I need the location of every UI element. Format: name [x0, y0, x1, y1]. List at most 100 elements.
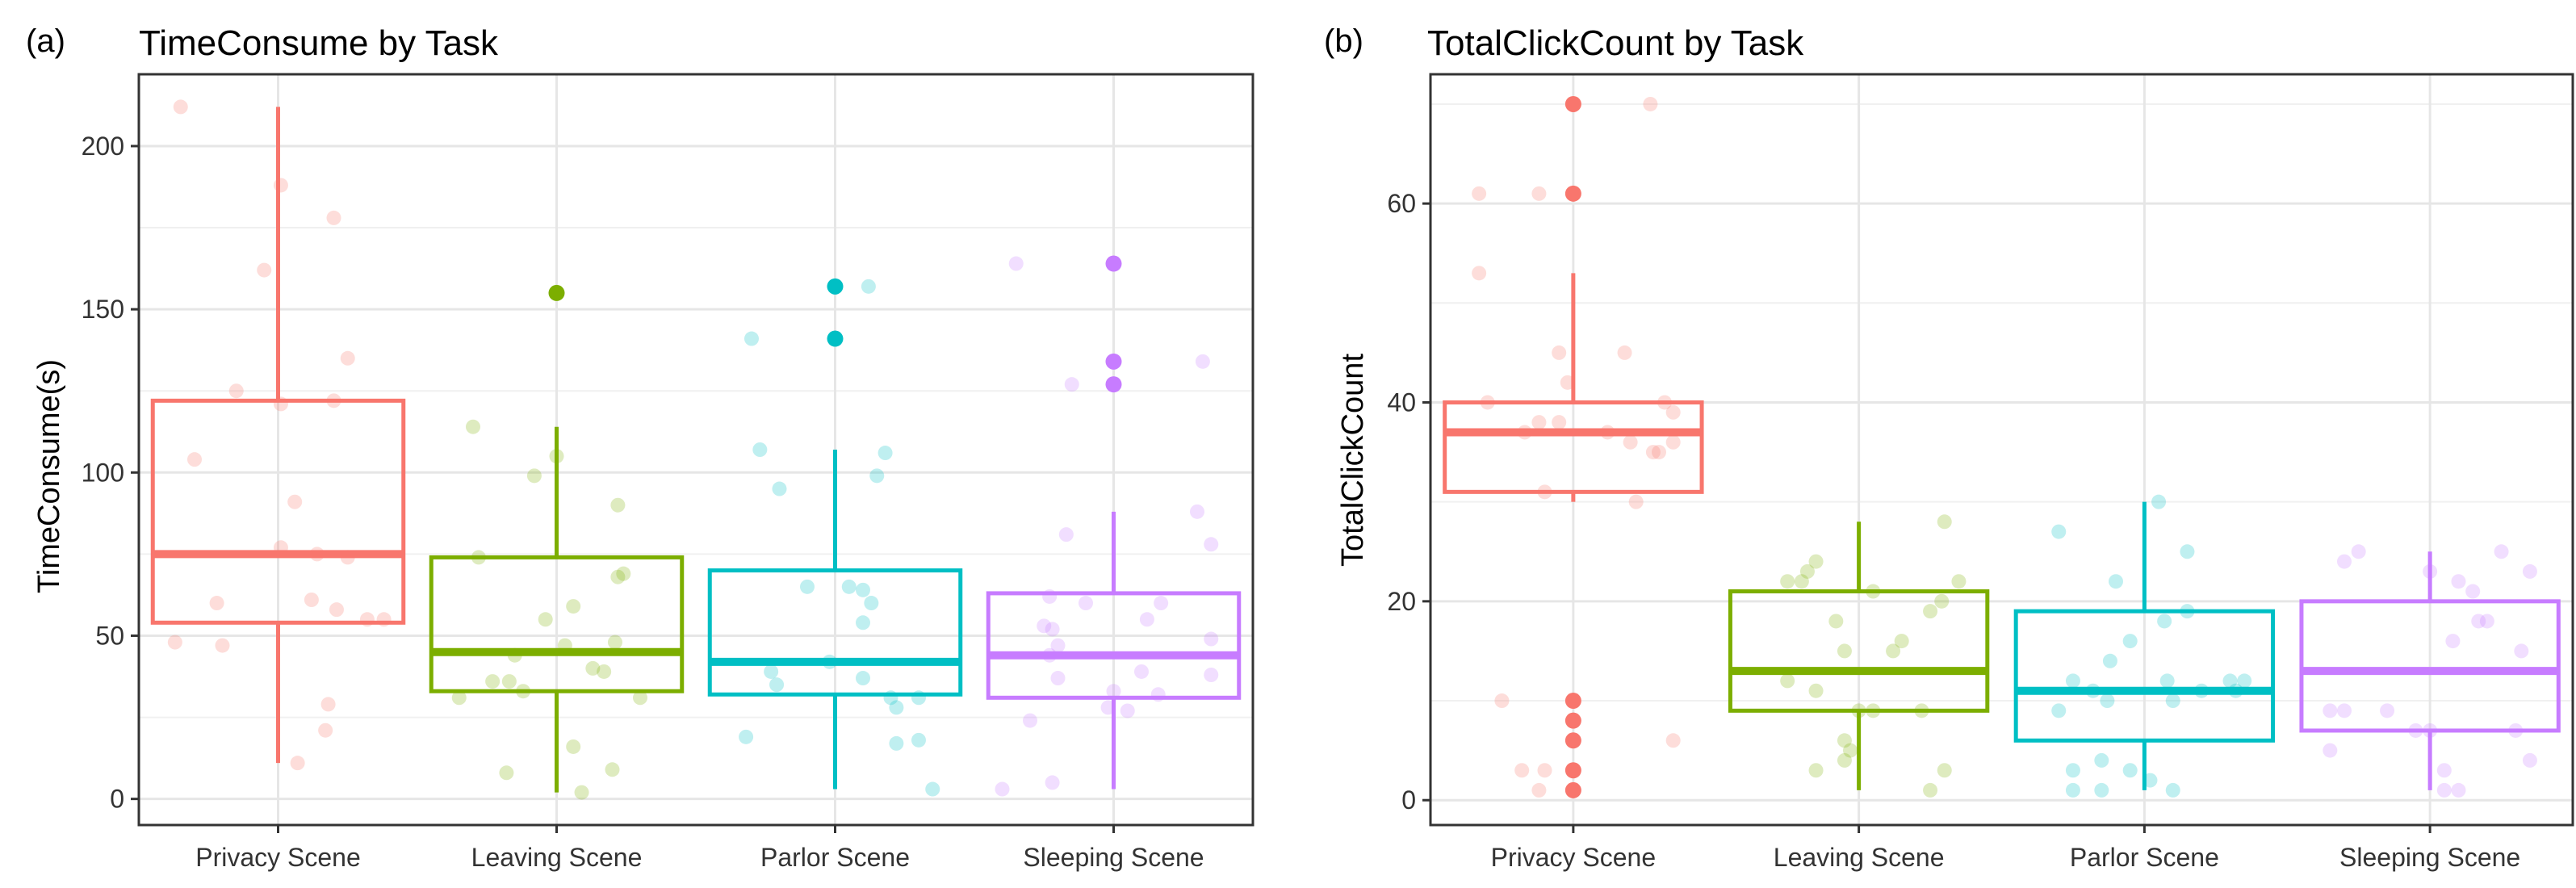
panel-a-jitter-point: [1079, 596, 1093, 611]
panel-b-outlier: [1564, 185, 1581, 202]
panel-a-tag: (a): [26, 23, 65, 59]
panel-b-outlier: [1564, 762, 1581, 779]
panel-a-jitter-point: [1120, 703, 1135, 718]
panel-b-panel-border: [1429, 73, 2574, 827]
panel-b-jitter-point: [1937, 763, 1952, 778]
panel-b-box: [2299, 599, 2561, 733]
panel-a-outlier: [1105, 255, 1122, 272]
panel-b-y-axis-label: TotalClickCount: [1336, 354, 1370, 567]
panel-a-jitter-point: [610, 569, 626, 584]
panel-b-jitter-point: [2180, 544, 2195, 559]
panel-b-jitter-point: [2065, 763, 2080, 778]
panel-b-jitter-point: [2165, 693, 2180, 709]
panel-b-jitter-point: [1514, 763, 1530, 778]
panel-b-jitter-point: [2522, 752, 2537, 768]
panel-a-jitter-point: [607, 635, 622, 650]
panel-a-jitter-point: [340, 350, 355, 366]
panel-b-outlier: [1564, 95, 1581, 112]
panel-a-y-tick-label: 50: [95, 621, 124, 650]
panel-b-x-tick-label: Parlor Scene: [2070, 843, 2219, 872]
panel-a-jitter-point: [633, 690, 647, 706]
panel-b-jitter-point: [1780, 574, 1795, 589]
panel-b-box: [1728, 589, 1990, 713]
panel-b-jitter-point: [1808, 763, 1824, 778]
panel-a-jitter-point: [173, 99, 188, 115]
panel-b-jitter-point: [2102, 653, 2117, 668]
panel-a-jitter-point: [1064, 377, 1079, 392]
panel-a-box: [429, 555, 685, 693]
panel-a-jitter-point: [841, 579, 857, 594]
panel-b-jitter-point: [2337, 554, 2352, 569]
panel-b-jitter-point: [1923, 604, 1938, 619]
panel-b-jitter-point: [1623, 434, 1638, 450]
panel-b-jitter-point: [2451, 574, 2466, 589]
panel-a-jitter-point: [187, 452, 202, 467]
panel-b-box: [1443, 400, 1704, 494]
panel-b-jitter-point: [1643, 96, 1658, 111]
panel-a-jitter-point: [1195, 354, 1210, 369]
panel-a-jitter-point: [864, 596, 879, 611]
panel-b-jitter-point: [1934, 593, 1950, 609]
panel-a-jitter-point: [739, 729, 754, 744]
panel-a-jitter-point: [889, 735, 904, 751]
panel-b-x-tick-label: Sleeping Scene: [2339, 843, 2520, 872]
panel-a-jitter-point: [167, 635, 182, 650]
panel-b-y-tick-label: 40: [1387, 387, 1416, 417]
panel-a-jitter-point: [764, 664, 779, 679]
panel-a-jitter-point: [925, 781, 940, 797]
panel-b-jitter-point: [2122, 634, 2138, 649]
panel-b-jitter-point: [2151, 494, 2167, 509]
panel-a-y-tick-label: 150: [82, 295, 124, 324]
panel-b-y-tick-label: 20: [1387, 587, 1416, 616]
panel-b-jitter-point: [1531, 186, 1547, 201]
panel-b-jitter-point: [2471, 614, 2486, 629]
panel-b-jitter-point: [1837, 733, 1852, 748]
panel-b-jitter-point: [1537, 763, 1552, 778]
panel-a-jitter-point: [800, 579, 815, 594]
panel-b-y-tick-label: 60: [1387, 189, 1416, 218]
panel-b-jitter-point: [2514, 643, 2529, 659]
panel-a-jitter-point: [1045, 775, 1060, 790]
panel-b-jitter-point: [2094, 782, 2109, 798]
panel-a-jitter-point: [856, 582, 870, 597]
panel-a-outlier: [1105, 376, 1122, 393]
panel-b-jitter-point: [2122, 763, 2138, 778]
panel-b-jitter-point: [2159, 673, 2175, 689]
panel-a-jitter-point: [501, 674, 517, 689]
panel-b-jitter-point: [1617, 345, 1632, 360]
panel-a-jitter-point: [1058, 527, 1074, 542]
panel-a-x-tick-label: Privacy Scene: [195, 843, 361, 872]
panel-b-jitter-point: [1808, 554, 1824, 569]
panel-a-jitter-point: [1037, 618, 1052, 634]
panel-a-x-tick-label: Parlor Scene: [760, 843, 910, 872]
panel-a-jitter-point: [574, 785, 589, 800]
panel-b-jitter-point: [2479, 614, 2494, 629]
panel-b-tag: (b): [1324, 23, 1363, 59]
panel-a-jitter-point: [869, 468, 885, 484]
panel-a-jitter-point: [326, 210, 341, 225]
panel-a-jitter-point: [856, 615, 870, 630]
panel-a-jitter-point: [856, 671, 870, 686]
panel-a-y-axis-label: TimeConsume(s): [32, 359, 66, 593]
panel-a-jitter-point: [566, 739, 581, 754]
panel-a-y-tick-label: 200: [82, 132, 124, 161]
panel-a-y-tick-label: 0: [110, 785, 124, 814]
panel-b-jitter-point: [1652, 445, 1666, 460]
panel-b-jitter-point: [1472, 186, 1487, 201]
panel-a-title: TimeConsume by Task: [139, 23, 499, 63]
panel-a-jitter-point: [485, 674, 501, 689]
panel-b-jitter-point: [2100, 693, 2115, 709]
panel-a-jitter-point: [215, 638, 230, 653]
panel-a-jitter-point: [1050, 671, 1066, 686]
panel-b-jitter-point: [2323, 743, 2338, 758]
panel-a-jitter-point: [273, 178, 288, 193]
panel-b-jitter-point: [2051, 703, 2067, 718]
panel-b-jitter-point: [1837, 752, 1852, 768]
panel-a-jitter-point: [889, 700, 904, 715]
panel-b-jitter-point: [1808, 683, 1824, 698]
panel-a-jitter-point: [1023, 713, 1037, 728]
panel-b-jitter-point: [2323, 703, 2338, 718]
panel-a-outlier: [827, 330, 844, 347]
panel-a-jitter-point: [769, 677, 785, 693]
panel-b-x-tick-label: Privacy Scene: [1491, 843, 1657, 872]
